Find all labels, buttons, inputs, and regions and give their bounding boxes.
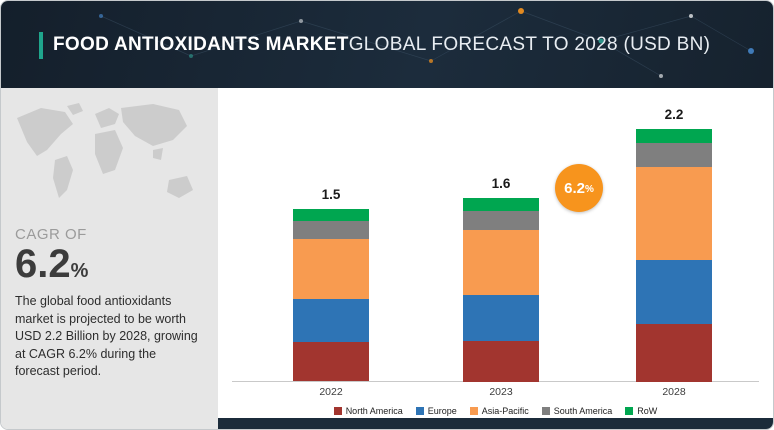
segment-row [293,209,369,221]
segment-south-america [293,220,369,239]
header: FOOD ANTIOXIDANTS MARKET GLOBAL FORECAST… [1,1,773,88]
bar-total-label: 1.5 [321,187,341,202]
page-title-main: FOOD ANTIOXIDANTS MARKET [53,33,349,55]
segment-south-america [636,142,712,167]
badge-value: 6.2 [564,179,585,197]
x-axis-label-2023: 2023 [489,386,513,398]
x-axis-labels: 2022 2023 2028 [218,386,773,400]
plot-area: 1.5 1.6 2.2 [218,88,773,383]
sidebar: CAGR OF 6.2% The global food antioxidant… [1,88,218,429]
segment-north-america [463,340,539,383]
page-title-sub: GLOBAL FORECAST TO 2028 (USD BN) [348,33,711,55]
footer-strip [218,418,773,429]
segment-europe [463,294,539,341]
legend-item-asia-pacific: Asia-Pacific [469,406,529,416]
segment-north-america [293,342,369,382]
bar-2023: 1.6 [463,176,539,383]
segment-north-america [636,324,712,382]
network-decoration [99,8,754,78]
legend-label: South America [553,406,613,416]
segment-row [463,198,539,211]
segment-south-america [463,210,539,231]
cagr-block: CAGR OF 6.2% The global food antioxidant… [15,226,207,381]
page-title: FOOD ANTIOXIDANTS MARKET GLOBAL FORECAST… [53,1,710,88]
legend-item-south-america: South America [541,406,613,416]
segment-europe [636,260,712,325]
segment-asia-pacific [636,166,712,261]
legend-label: North America [345,406,403,416]
x-axis-label-2028: 2028 [662,386,686,398]
x-axis-label-2022: 2022 [319,386,343,398]
chart-area: 1.5 1.6 2.2 2022 2023 2028 6.2% North Americ… [218,88,773,429]
content: CAGR OF 6.2% The global food antioxidant… [1,88,773,429]
legend-swatch [415,407,424,415]
legend-item-north-america: North America [333,406,403,416]
segment-asia-pacific [293,238,369,299]
legend: North America Europe Asia-Pacific South Ame… [218,406,773,416]
bar-2022: 1.5 [293,187,369,382]
legend-label: Asia-Pacific [481,406,529,416]
legend-label: RoW [637,406,658,416]
cagr-value: 6.2% [15,243,207,285]
bar-2028: 2.2 [636,107,712,382]
cagr-badge: 6.2% [555,164,603,212]
cagr-label: CAGR OF [15,226,87,243]
segment-asia-pacific [463,230,539,295]
legend-swatch [541,407,550,415]
bar-total-label: 1.6 [491,176,511,191]
badge-percent-sign: % [584,183,594,195]
cagr-percent-sign: % [70,260,89,282]
segment-row [636,129,712,143]
legend-item-row: RoW [625,406,657,416]
legend-label: Europe [427,406,457,416]
segment-europe [293,298,369,343]
legend-swatch [333,407,342,415]
world-map [17,103,193,198]
legend-item-europe: Europe [415,406,457,416]
bar-total-label: 2.2 [664,107,684,122]
cagr-description: The global food antioxidants market is p… [15,294,198,378]
title-accent-bar [39,32,43,59]
legend-swatch [625,407,634,415]
cagr-number: 6.2 [15,242,71,286]
legend-swatch [469,407,478,415]
